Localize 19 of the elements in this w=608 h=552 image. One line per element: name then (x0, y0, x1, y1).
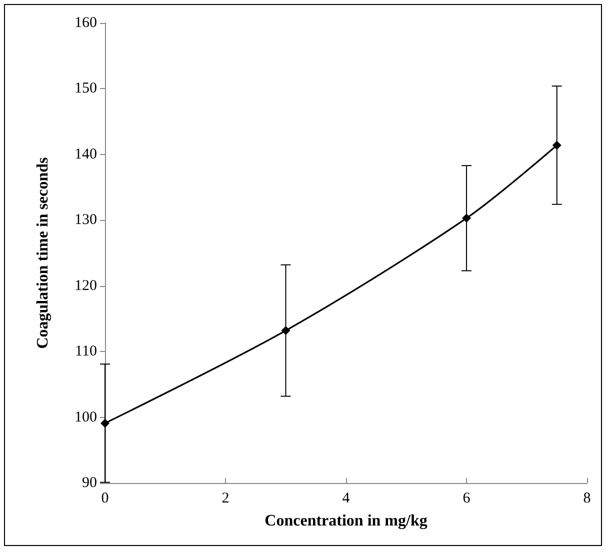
y-tick-label: 110 (75, 344, 97, 360)
point (462, 214, 471, 223)
x-tick-label: 2 (222, 490, 230, 506)
y-tick-label: 100 (74, 409, 97, 426)
y-tick-label: 160 (74, 15, 97, 31)
y-axis-title: Coagulation time in seconds (34, 157, 52, 349)
y-tick-label: 140 (74, 146, 97, 162)
x-tick-label: 8 (583, 490, 591, 506)
x-tick-label: 0 (101, 490, 109, 506)
x-tick-label: 6 (462, 490, 471, 506)
y-tick-label: 90 (82, 475, 97, 491)
x-axis-title: Concentration in mg/kg (264, 512, 428, 530)
point (552, 140, 562, 150)
x-tick-label: 4 (342, 490, 350, 506)
y-tick-label: 120 (74, 278, 97, 294)
y-tick-label: 150 (74, 80, 97, 97)
y-tick-label: 130 (74, 212, 97, 228)
point (100, 418, 110, 428)
point (281, 326, 290, 336)
